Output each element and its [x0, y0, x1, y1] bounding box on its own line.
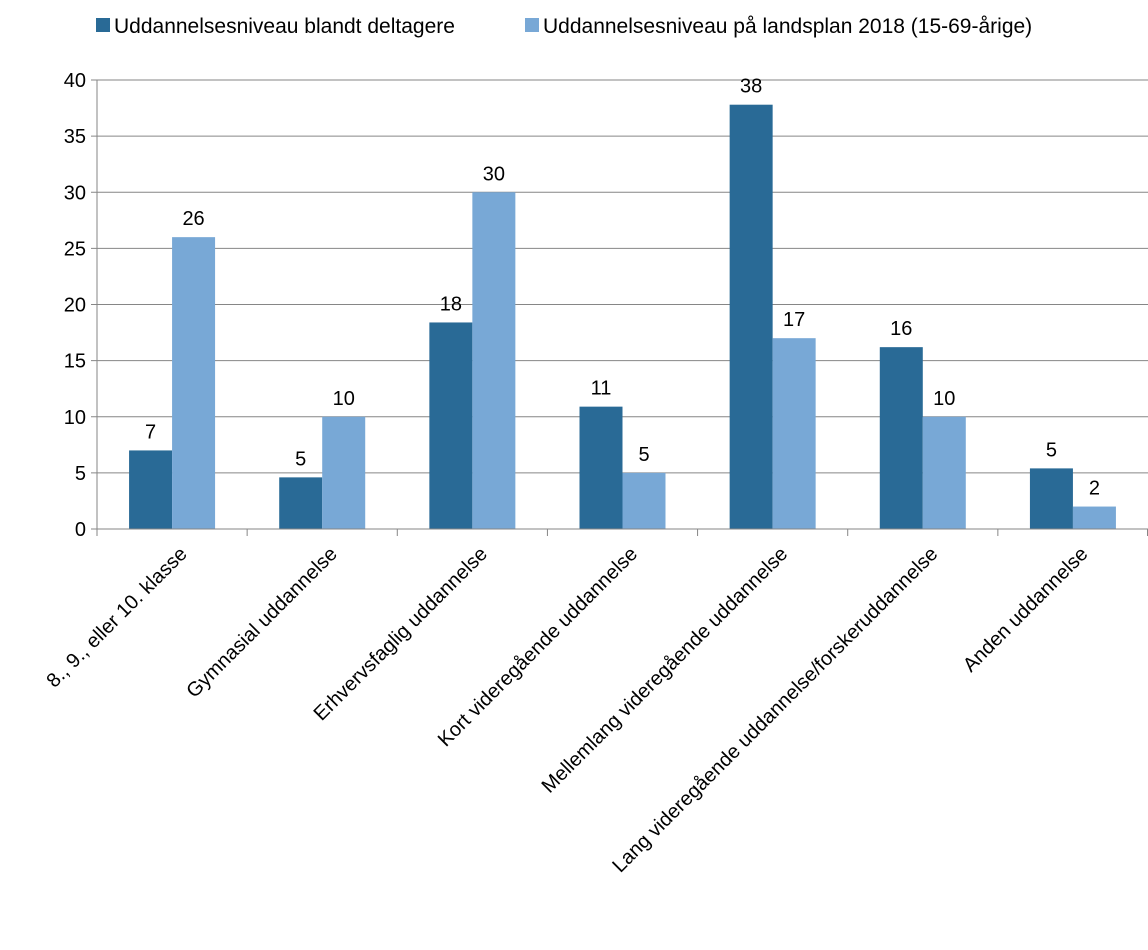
data-label-deltagere: 11 — [591, 378, 612, 400]
bar-landsplan — [1072, 506, 1116, 529]
y-tick-label: 20 — [64, 295, 86, 317]
y-tick-label: 25 — [64, 238, 86, 260]
category-label: Anden uddannelse — [959, 543, 1093, 677]
bar-landsplan — [472, 192, 516, 529]
bar-landsplan — [172, 237, 216, 529]
data-labels: 7 26 5 10 18 30 11 5 38 17 16 10 5 2 — [145, 76, 1100, 500]
data-label-landsplan: 10 — [933, 388, 955, 410]
bar-deltagere — [429, 322, 473, 529]
bar-deltagere — [129, 450, 173, 529]
y-axis-tick-labels: 0 5 10 15 20 25 30 35 40 — [64, 70, 86, 541]
data-label-deltagere: 38 — [740, 76, 762, 98]
bar-landsplan — [322, 416, 366, 529]
bar-deltagere — [879, 347, 923, 529]
data-label-deltagere: 18 — [440, 293, 462, 315]
data-label-deltagere: 7 — [145, 421, 156, 443]
legend-swatch-deltagere — [96, 18, 110, 32]
y-tick-label: 15 — [64, 351, 86, 373]
bar-landsplan — [922, 416, 966, 529]
data-label-landsplan: 2 — [1089, 478, 1100, 500]
data-label-landsplan: 26 — [182, 208, 204, 230]
y-tick-label: 5 — [75, 463, 86, 485]
legend-label-landsplan: Uddannelsesniveau på landsplan 2018 (15-… — [543, 15, 1032, 38]
category-label: Mellemlang videregående uddannelse — [538, 543, 793, 798]
bar-deltagere — [729, 104, 773, 529]
data-label-deltagere: 16 — [890, 318, 912, 340]
category-label: Gymnasial uddannelse — [182, 543, 341, 702]
legend-label-deltagere: Uddannelsesniveau blandt deltagere — [114, 15, 455, 38]
data-label-landsplan: 5 — [638, 444, 649, 466]
gridlines — [91, 79, 1148, 530]
category-label: Erhvervsfaglig uddannelse — [310, 543, 492, 725]
bar-deltagere — [579, 406, 623, 529]
y-tick-label: 0 — [75, 519, 86, 541]
y-tick-label: 40 — [64, 70, 86, 92]
bar-landsplan — [622, 472, 666, 529]
bar-landsplan — [772, 338, 816, 529]
category-label: 8., 9., eller 10. klasse — [42, 543, 191, 692]
legend: Uddannelsesniveau blandt deltagere Uddan… — [96, 15, 1032, 38]
data-label-landsplan: 10 — [333, 388, 355, 410]
category-label: Lang videregående uddannelse/forskerudda… — [608, 543, 942, 877]
y-tick-label: 35 — [64, 126, 86, 148]
data-label-deltagere: 5 — [1046, 439, 1057, 461]
bars — [129, 104, 1116, 529]
data-label-deltagere: 5 — [295, 448, 306, 470]
y-tick-label: 10 — [64, 407, 86, 429]
legend-swatch-landsplan — [525, 18, 539, 32]
bar-deltagere — [1029, 468, 1073, 529]
x-axis — [96, 80, 1148, 536]
data-label-landsplan: 17 — [783, 309, 805, 331]
y-tick-label: 30 — [64, 182, 86, 204]
bar-deltagere — [279, 477, 323, 529]
data-label-landsplan: 30 — [483, 163, 505, 185]
